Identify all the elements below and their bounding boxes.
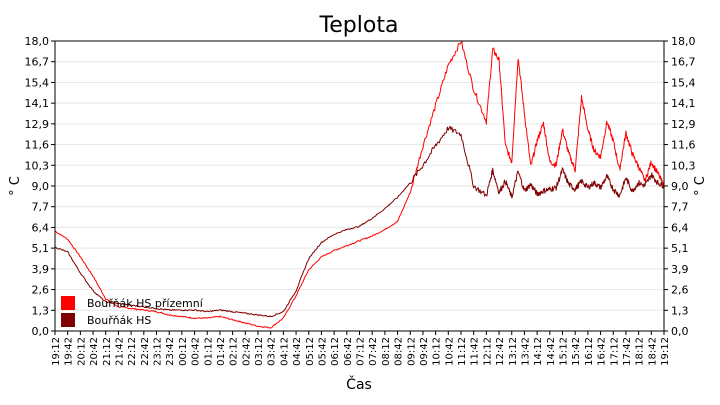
y-tick-label: 12,9	[671, 118, 696, 131]
x-tick-label: 18:12	[635, 337, 646, 366]
x-tick-label: 19:42	[64, 337, 75, 366]
x-ticks: 19:12 19:42 20:12 20:42 21:12 21:42 22:12 22:42…	[51, 331, 671, 366]
legend-swatch	[61, 296, 75, 310]
y-tick-label: 1,3	[671, 304, 689, 317]
x-tick-label: 02:12	[229, 337, 240, 366]
x-tick-label: 07:12	[356, 337, 367, 366]
y-tick-label: 1,3	[32, 304, 50, 317]
x-tick-label: 22:42	[140, 337, 151, 366]
y-tick-label: 10,3	[671, 159, 696, 172]
x-tick-label: 20:42	[89, 337, 100, 366]
x-tick-label: 14:42	[546, 337, 557, 366]
x-tick-label: 14:12	[533, 337, 544, 366]
x-tick-label: 10:42	[444, 337, 455, 366]
y-ticks-left: 0,0 1,3 2,6 3,9 5,1 6,4 7,7 9,0 10,3 11,6 12,9 14,1…	[25, 35, 55, 338]
y-tick-label: 0,0	[671, 325, 689, 338]
x-tick-label: 15:12	[559, 337, 570, 366]
x-tick-label: 17:42	[622, 337, 633, 366]
chart-title: Teplota	[319, 13, 399, 38]
y-axis-label-left: ° C	[8, 176, 23, 196]
x-tick-label: 12:12	[482, 337, 493, 366]
series-group	[54, 41, 665, 329]
y-tick-label: 5,1	[671, 242, 689, 255]
x-tick-label: 20:12	[76, 337, 87, 366]
y-tick-label: 6,4	[32, 221, 50, 234]
x-tick-label: 04:12	[279, 337, 290, 366]
y-tick-label: 7,7	[32, 201, 50, 214]
x-tick-label: 01:12	[203, 337, 214, 366]
y-tick-label: 7,7	[671, 201, 689, 214]
x-tick-label: 13:12	[508, 337, 519, 366]
legend-swatch	[61, 313, 75, 327]
x-tick-label: 21:42	[114, 337, 125, 366]
y-tick-label: 18,0	[671, 35, 696, 48]
x-tick-label: 05:12	[305, 337, 316, 366]
x-tick-label: 23:42	[165, 337, 176, 366]
y-tick-label: 0,0	[32, 325, 50, 338]
x-tick-label: 05:42	[317, 337, 328, 366]
x-tick-label: 16:12	[584, 337, 595, 366]
x-tick-label: 19:12	[660, 337, 671, 366]
y-tick-label: 6,4	[671, 221, 689, 234]
series-line-0	[54, 41, 665, 329]
x-tick-label: 06:42	[343, 337, 354, 366]
y-tick-label: 18,0	[25, 35, 50, 48]
legend: Bouřňák HS přízemní Bouřňák HS	[61, 296, 204, 327]
x-tick-label: 01:42	[216, 337, 227, 366]
x-tick-label: 17:12	[609, 337, 620, 366]
x-tick-label: 23:12	[153, 337, 164, 366]
x-tick-label: 18:42	[647, 337, 658, 366]
x-tick-label: 13:42	[520, 337, 531, 366]
y-tick-label: 11,6	[25, 139, 50, 152]
x-tick-label: 09:42	[419, 337, 430, 366]
x-tick-label: 08:12	[381, 337, 392, 366]
y-tick-label: 12,9	[25, 118, 50, 131]
y-tick-label: 16,7	[25, 56, 50, 69]
y-tick-label: 3,9	[671, 263, 689, 276]
y-tick-label: 15,4	[671, 76, 696, 89]
x-tick-label: 09:12	[406, 337, 417, 366]
x-axis-label: Čas	[346, 375, 372, 393]
y-tick-label: 16,7	[671, 56, 696, 69]
x-tick-label: 06:12	[330, 337, 341, 366]
x-tick-label: 03:12	[254, 337, 265, 366]
x-tick-label: 22:12	[127, 337, 138, 366]
y-tick-label: 5,1	[32, 242, 50, 255]
y-tick-label: 15,4	[25, 76, 50, 89]
x-tick-label: 07:42	[368, 337, 379, 366]
y-tick-label: 14,1	[671, 97, 696, 110]
y-tick-label: 9,0	[32, 180, 50, 193]
y-tick-label: 11,6	[671, 139, 696, 152]
x-tick-label: 21:12	[102, 337, 113, 366]
x-tick-label: 02:42	[241, 337, 252, 366]
x-tick-label: 11:12	[457, 337, 468, 366]
x-tick-label: 15:42	[571, 337, 582, 366]
y-axis-label-right: ° C	[693, 176, 708, 196]
x-tick-label: 08:42	[394, 337, 405, 366]
x-tick-label: 12:42	[495, 337, 506, 366]
legend-label: Bouřňák HS	[87, 314, 151, 327]
x-tick-label: 00:42	[191, 337, 202, 366]
x-tick-label: 00:12	[178, 337, 189, 366]
y-tick-label: 9,0	[671, 180, 689, 193]
y-tick-label: 2,6	[32, 284, 50, 297]
x-tick-label: 11:42	[470, 337, 481, 366]
x-tick-label: 03:42	[267, 337, 278, 366]
x-tick-label: 10:12	[432, 337, 443, 366]
x-tick-label: 04:42	[292, 337, 303, 366]
y-tick-label: 3,9	[32, 263, 50, 276]
y-ticks-right: 0,0 1,3 2,6 3,9 5,1 6,4 7,7 9,0 10,3 11,6 12,9 14,1…	[664, 35, 696, 338]
y-tick-label: 2,6	[671, 284, 689, 297]
x-tick-label: 19:12	[51, 337, 62, 366]
series-line-1	[54, 125, 665, 318]
x-tick-label: 16:42	[597, 337, 608, 366]
grid	[55, 61, 664, 311]
legend-label: Bouřňák HS přízemní	[87, 297, 204, 310]
y-tick-label: 14,1	[25, 97, 50, 110]
y-tick-label: 10,3	[25, 159, 50, 172]
